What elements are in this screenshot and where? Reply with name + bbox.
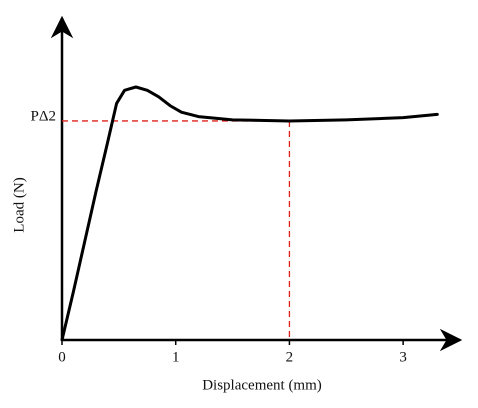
y-axis-label: Load (N) [11,177,27,232]
x-tick-label: 2 [286,349,294,365]
x-axis-label: Displacement (mm) [202,377,322,393]
x-tick-label: 1 [172,349,180,365]
x-tick-label: 3 [399,349,407,365]
x-tick-label: 0 [58,349,66,365]
load-curve [60,85,439,342]
y-tick-label: PΔ2 [31,108,57,124]
